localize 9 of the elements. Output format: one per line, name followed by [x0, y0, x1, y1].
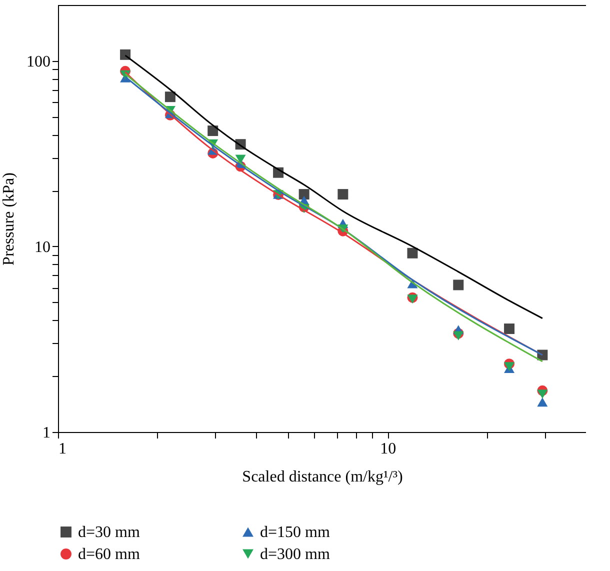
legend-label: d=60 mm — [78, 546, 140, 563]
y-tick-label: 1 — [42, 424, 50, 442]
y-axis-title: Pressure (kPa) — [0, 172, 18, 266]
y-tick-label: 100 — [26, 53, 50, 70]
y-tick-label: 10 — [34, 238, 50, 256]
legend-label: d=30 mm — [78, 524, 140, 541]
x-axis-title: Scaled distance (m/kg¹/³) — [242, 468, 403, 486]
legend-label: d=300 mm — [260, 546, 330, 563]
legend-label: d=150 mm — [260, 524, 330, 541]
